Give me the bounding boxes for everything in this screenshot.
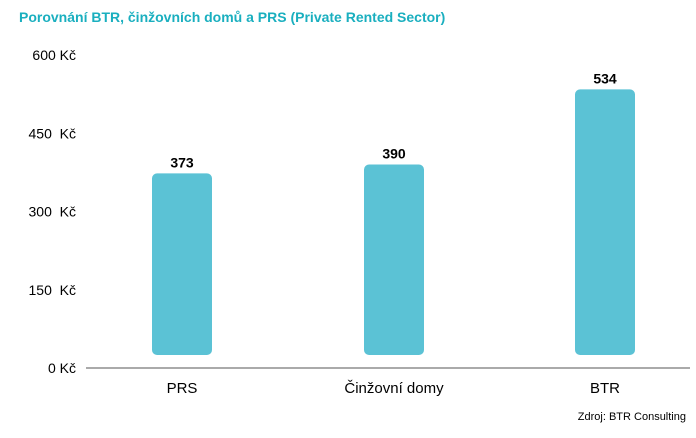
y-tick-label: 450 Kč <box>29 125 76 141</box>
bars-group <box>152 89 635 356</box>
x-tick-label: PRS <box>167 380 198 397</box>
chart-title: Porovnání BTR, činžovních domů a PRS (Pr… <box>19 9 446 25</box>
data-label: 390 <box>382 146 406 162</box>
y-tick-label: 150 Kč <box>29 282 76 298</box>
y-tick-label: 300 Kč <box>29 204 76 220</box>
source-note: Zdroj: BTR Consulting <box>577 411 686 423</box>
bar-2 <box>575 89 635 356</box>
y-tick-label: 0 Kč <box>48 360 76 376</box>
x-tick-label: Činžovní domy <box>344 380 444 397</box>
data-labels-group: 373 390 534 <box>170 70 617 170</box>
bar-0 <box>152 173 212 355</box>
x-axis-ticks: PRS Činžovní domy BTR <box>167 380 621 397</box>
bar-1 <box>364 164 424 355</box>
x-tick-label: BTR <box>590 380 620 397</box>
y-axis-ticks: 0 Kč 150 Kč 300 Kč 450 Kč 600 Kč <box>29 47 76 376</box>
data-label: 534 <box>593 70 617 86</box>
y-tick-label: 600 Kč <box>32 47 76 63</box>
data-label: 373 <box>170 154 194 170</box>
